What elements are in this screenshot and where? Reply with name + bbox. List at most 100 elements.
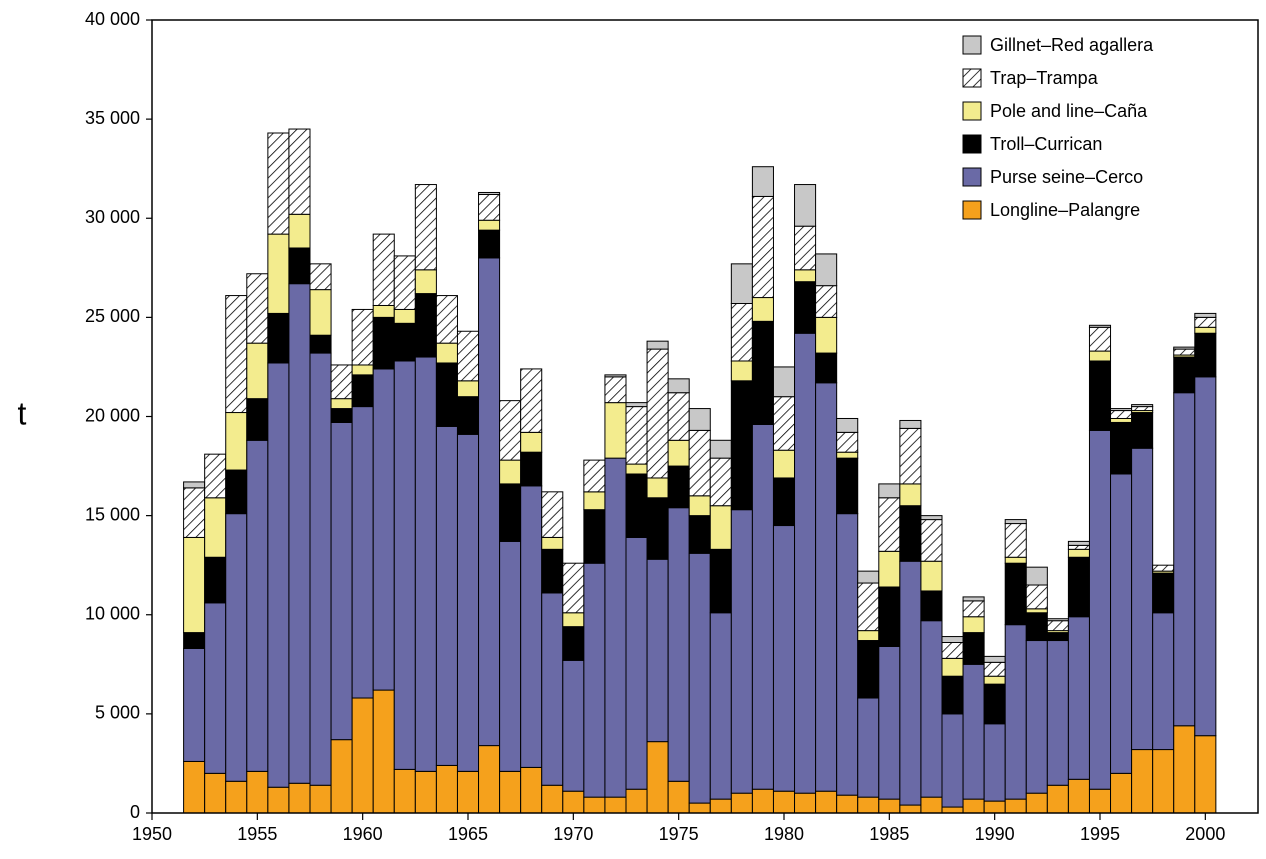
bar-segment xyxy=(751,320,774,425)
bar-segment xyxy=(772,366,796,398)
bar-segment xyxy=(1194,326,1217,334)
legend-swatch xyxy=(962,35,982,55)
bar-segment xyxy=(920,519,943,562)
bar-segment xyxy=(541,548,564,594)
legend-swatch xyxy=(962,101,982,121)
bar-segment xyxy=(1152,572,1175,614)
bar-segment xyxy=(646,558,669,743)
y-tick-label: 40 000 xyxy=(85,9,140,29)
bar-segment xyxy=(878,586,901,647)
bar-segment xyxy=(983,675,1006,685)
bar-segment xyxy=(878,550,901,588)
x-tick-label: 1975 xyxy=(659,824,699,844)
bar-segment xyxy=(1046,640,1069,786)
bar-segment xyxy=(941,713,964,808)
bar-segment xyxy=(351,364,374,376)
bar-segment xyxy=(478,219,501,231)
bar-segment xyxy=(983,661,1006,677)
bar-segment xyxy=(604,376,627,404)
bar-segment xyxy=(815,382,838,792)
bar-segment xyxy=(435,764,458,814)
bar-segment xyxy=(372,368,395,691)
bar-segment xyxy=(646,348,669,479)
bar-segment xyxy=(667,780,690,814)
bar-segment xyxy=(1004,562,1027,626)
bar-segment xyxy=(962,596,985,602)
bar-segment xyxy=(794,225,817,271)
bar-segment xyxy=(499,400,522,461)
bar-segment xyxy=(878,497,901,552)
bar-segment xyxy=(730,792,753,814)
bar-segment xyxy=(478,745,501,814)
bar-segment xyxy=(478,229,501,259)
x-tick-label: 1990 xyxy=(975,824,1015,844)
bar-segment xyxy=(815,790,838,814)
bar-segment xyxy=(1004,624,1027,800)
bar-segment xyxy=(857,640,880,699)
bar-segment xyxy=(372,233,395,306)
bar-segment xyxy=(225,780,248,814)
bar-segment xyxy=(1194,735,1217,814)
bar-segment xyxy=(183,760,206,814)
legend-swatch xyxy=(962,134,982,154)
bar-segment xyxy=(1194,332,1217,378)
bar-segment xyxy=(1046,618,1069,622)
bar-segment xyxy=(1110,772,1133,814)
bar-segment xyxy=(730,263,753,304)
bar-segment xyxy=(520,431,543,453)
bar-segment xyxy=(1194,312,1217,318)
bar-segment xyxy=(204,497,227,558)
x-tick-label: 1970 xyxy=(553,824,593,844)
bar-segment xyxy=(962,663,985,800)
bar-segment xyxy=(288,283,311,784)
y-tick-label: 20 000 xyxy=(85,405,140,425)
bar-segment xyxy=(330,398,353,410)
bar-segment xyxy=(857,582,880,632)
bar-segment xyxy=(983,683,1006,725)
bar-segment xyxy=(962,632,985,665)
bar-segment xyxy=(878,483,901,499)
bar-segment xyxy=(1025,612,1048,642)
bar-segment xyxy=(1088,326,1112,352)
bar-segment xyxy=(1004,556,1027,564)
bar-segment xyxy=(772,790,796,814)
bar-segment xyxy=(393,322,416,362)
bar-segment xyxy=(709,548,732,614)
bar-segment xyxy=(962,616,985,634)
legend-label: Gillnet–Red agallera xyxy=(990,35,1154,55)
bar-segment xyxy=(941,657,964,677)
bar-segment xyxy=(688,552,711,804)
bar-segment xyxy=(225,513,248,782)
bar-segment xyxy=(836,513,859,796)
bar-segment xyxy=(246,273,269,344)
bar-segment xyxy=(751,788,774,814)
bar-segment xyxy=(267,362,290,788)
bar-segment xyxy=(520,451,543,487)
bar-segment xyxy=(562,612,585,628)
bar-segment xyxy=(667,507,690,782)
bar-segment xyxy=(941,636,964,644)
bar-segment xyxy=(1046,784,1069,814)
x-tick-label: 1980 xyxy=(764,824,804,844)
bar-segment xyxy=(1110,473,1133,774)
y-axis-label: t xyxy=(18,395,27,431)
bar-segment xyxy=(1131,749,1154,814)
bar-segment xyxy=(836,417,859,433)
bar-segment xyxy=(562,626,585,661)
bar-segment xyxy=(1152,612,1175,751)
bar-segment xyxy=(414,269,437,295)
bar-segment xyxy=(435,295,458,344)
bar-segment xyxy=(351,308,374,366)
bar-segment xyxy=(225,295,248,414)
bar-segment xyxy=(351,374,374,408)
bar-segment xyxy=(1067,544,1090,550)
y-tick-label: 35 000 xyxy=(85,108,140,128)
bar-segment xyxy=(541,491,564,538)
bar-segment xyxy=(1110,417,1133,423)
bar-segment xyxy=(1194,316,1217,328)
bar-segment xyxy=(1131,412,1154,449)
bar-segment xyxy=(183,487,206,538)
bar-segment xyxy=(1088,429,1112,790)
bar-segment xyxy=(1131,447,1154,751)
bar-segment xyxy=(604,457,627,798)
